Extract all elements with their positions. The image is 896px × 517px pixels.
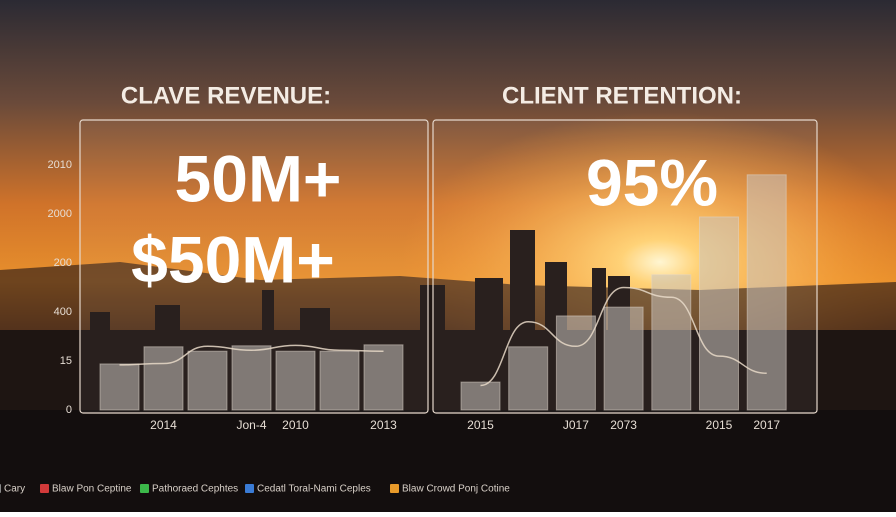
bar <box>699 216 739 411</box>
x-tick-label: 2015 <box>467 418 494 432</box>
legend-label: Blaw Pon Ceptine <box>52 484 132 495</box>
x-tick-label: 2013 <box>370 418 397 432</box>
bar <box>508 346 549 411</box>
bar <box>746 174 787 411</box>
big-number: 95% <box>586 145 718 219</box>
y-tick-label: 200 <box>54 257 72 269</box>
x-tick-label: 2017 <box>753 418 780 432</box>
ground-shade <box>0 410 896 512</box>
legend-swatch <box>40 484 49 493</box>
legend-swatch <box>245 484 254 493</box>
legend-label: Pathoraed Cephtes <box>152 484 238 495</box>
bar <box>275 350 316 411</box>
bar <box>555 315 596 411</box>
line <box>480 286 767 387</box>
legend-label: Cedatl Toral-Nami Ceples <box>257 484 371 495</box>
chart-title: CLAVE REVENUE: <box>121 82 331 109</box>
bar <box>143 346 184 411</box>
x-tick-label: 2015 <box>706 418 733 432</box>
bar <box>187 350 228 411</box>
x-tick-label: 2014 <box>150 418 177 432</box>
bar <box>319 350 360 411</box>
chart-title: CLIENT RETENTION: <box>502 82 742 109</box>
legend-label: Cary <box>4 484 25 495</box>
y-tick-label: 0 <box>66 404 72 416</box>
bar <box>603 306 644 411</box>
legend-swatch <box>140 484 149 493</box>
bar <box>363 344 404 411</box>
y-tick-label: 15 <box>60 355 72 367</box>
line <box>119 344 384 366</box>
y-tick-label: 400 <box>54 306 72 318</box>
x-tick-label: J017 <box>563 418 589 432</box>
big-number: $50M+ <box>131 222 335 296</box>
legend-swatch <box>390 484 399 493</box>
bar <box>99 363 140 411</box>
y-tick-label: 2000 <box>48 208 72 220</box>
panel <box>79 119 429 414</box>
x-tick-label: Jon-4 <box>236 418 266 432</box>
y-tick-label: 2010 <box>48 159 72 171</box>
big-number: 50M+ <box>175 141 342 215</box>
x-tick-label: 2010 <box>282 418 309 432</box>
bar <box>231 345 272 411</box>
x-tick-label: 2073 <box>610 418 637 432</box>
bar <box>460 381 501 411</box>
legend-swatch <box>0 484 1 493</box>
legend-label: Blaw Crowd Ponj Cotine <box>402 484 510 495</box>
